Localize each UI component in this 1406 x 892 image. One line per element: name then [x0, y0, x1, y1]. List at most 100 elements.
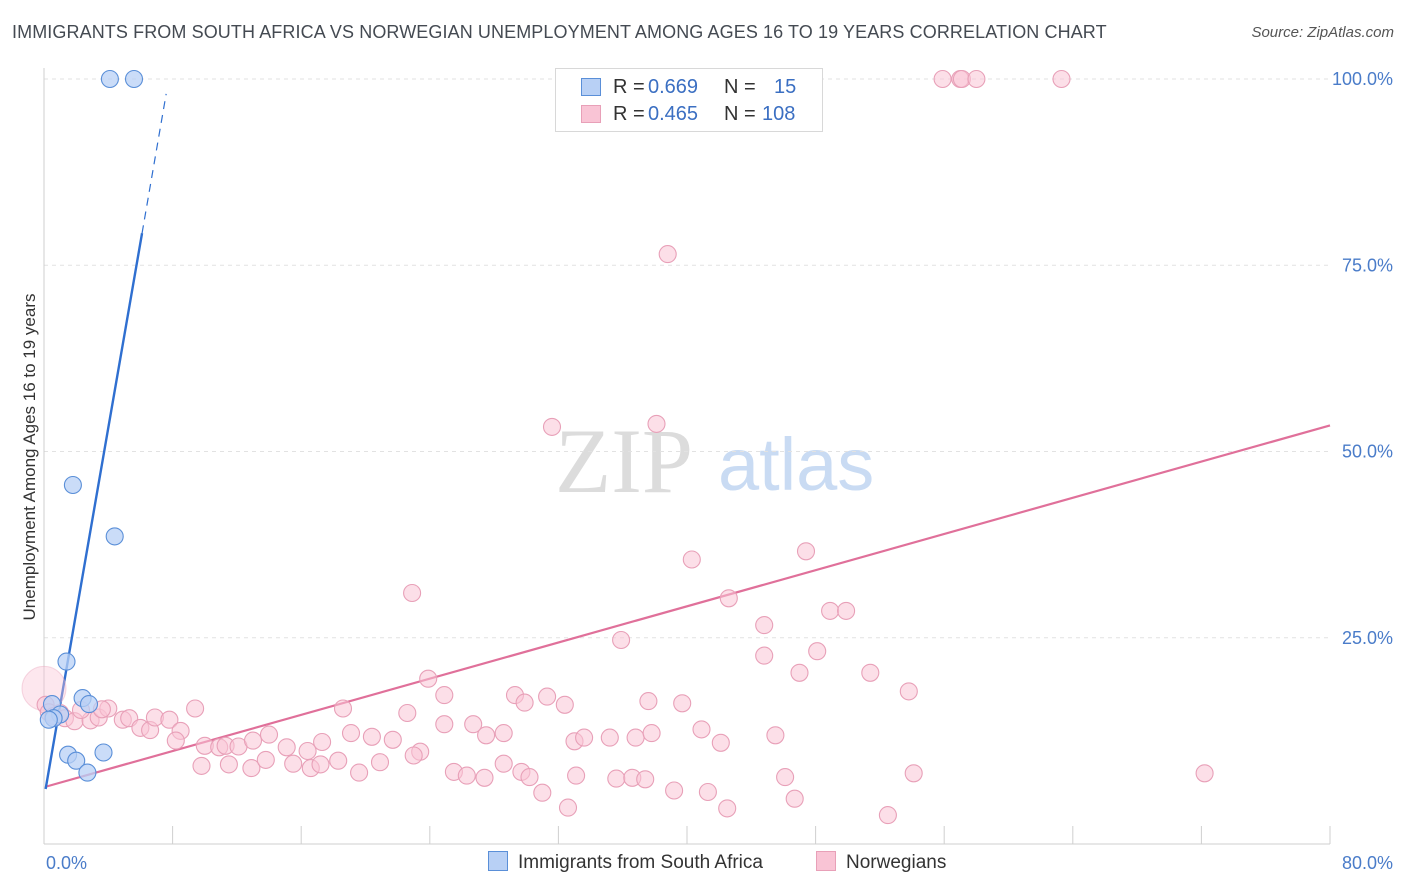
- data-point-norwegians: [636, 770, 655, 789]
- data-point-norwegians: [284, 754, 303, 773]
- data-point-norwegians: [370, 753, 390, 772]
- legend-r-label: R =: [613, 76, 645, 98]
- data-point-norwegians: [435, 715, 454, 734]
- data-point-norwegians: [464, 715, 483, 734]
- data-point-south-africa: [63, 475, 82, 495]
- data-point-norwegians: [899, 682, 918, 701]
- data-point-norwegians: [1195, 764, 1214, 783]
- data-point-south-africa: [67, 751, 86, 770]
- data-point-norwegians: [1052, 69, 1071, 89]
- data-point-south-africa: [124, 69, 144, 89]
- x-tick-label-max: 80.0%: [1342, 853, 1393, 873]
- data-point-norwegians: [186, 699, 205, 718]
- y-axis-label: Unemployment Among Ages 16 to 19 years: [20, 294, 39, 621]
- data-point-norwegians: [639, 692, 658, 711]
- data-point-norwegians: [538, 687, 557, 706]
- data-point-norwegians: [808, 642, 827, 661]
- trend-line-norwegians: [45, 424, 1331, 788]
- legend-n-value: 108: [762, 103, 796, 125]
- data-point-norwegians: [575, 728, 594, 747]
- data-point-norwegians: [719, 589, 738, 608]
- data-point-norwegians: [166, 731, 185, 750]
- data-point-norwegians: [515, 693, 534, 712]
- data-point-south-africa: [100, 69, 119, 89]
- trend-lines: [44, 93, 1331, 790]
- legend-n-label: N =: [724, 76, 756, 98]
- chart-title: IMMIGRANTS FROM SOUTH AFRICA VS NORWEGIA…: [12, 22, 1107, 42]
- data-point-norwegians: [785, 789, 804, 808]
- data-point-norwegians: [692, 720, 711, 739]
- legend-r-label: R =: [613, 103, 645, 125]
- trend-line-south-africa-extension: [141, 93, 167, 234]
- data-point-norwegians: [256, 750, 275, 769]
- data-point-norwegians: [160, 710, 179, 729]
- x-tick-label-min: 0.0%: [46, 853, 87, 873]
- data-point-south-africa: [39, 710, 58, 729]
- legend-r-value: 0.669: [648, 76, 699, 98]
- bottom-legend-label: Norwegians: [846, 852, 947, 873]
- data-point-norwegians: [403, 583, 422, 603]
- tick-labels: 25.0% 50.0% 75.0% 100.0% 0.0% 80.0%: [46, 69, 1393, 873]
- data-point-norwegians: [776, 768, 795, 787]
- stats-legend: R = 0.669 N = 15 R = 0.465 N = 108: [555, 68, 823, 132]
- data-point-norwegians: [341, 724, 361, 743]
- watermark-zip: ZIP: [555, 410, 693, 512]
- data-point-norwegians: [626, 728, 645, 747]
- data-point-norwegians: [311, 755, 330, 774]
- data-point-norwegians: [718, 799, 737, 818]
- data-point-norwegians: [520, 768, 539, 787]
- data-point-norwegians: [682, 550, 701, 569]
- data-point-norwegians: [790, 663, 809, 682]
- data-point-norwegians: [277, 738, 296, 757]
- data-point-norwegians: [457, 766, 476, 785]
- data-point-norwegians: [555, 695, 574, 714]
- data-point-norwegians: [904, 764, 923, 783]
- data-point-norwegians: [665, 781, 684, 800]
- data-point-norwegians: [600, 728, 619, 747]
- data-point-norwegians: [567, 766, 586, 785]
- data-point-norwegians: [607, 769, 626, 788]
- y-tick-label: 25.0%: [1342, 628, 1393, 648]
- data-point-norwegians: [933, 69, 952, 89]
- data-point-norwegians: [313, 732, 332, 752]
- source-credit: Source: ZipAtlas.com: [1251, 24, 1394, 41]
- data-point-norwegians: [475, 768, 494, 787]
- data-point-norwegians: [419, 669, 438, 688]
- data-point-norwegians: [878, 806, 897, 825]
- y-tick-label: 50.0%: [1342, 442, 1393, 462]
- data-point-south-africa: [57, 652, 76, 671]
- data-point-norwegians: [242, 759, 261, 778]
- data-point-norwegians: [612, 630, 631, 650]
- data-point-norwegians: [333, 699, 353, 718]
- data-point-norwegians: [477, 726, 496, 745]
- data-point-south-africa: [94, 743, 113, 762]
- bottom-legend-south-africa: Immigrants from South Africa: [488, 851, 763, 877]
- data-point-norwegians: [558, 798, 578, 817]
- data-point-norwegians: [329, 751, 348, 770]
- data-point-norwegians: [192, 756, 211, 775]
- data-point-norwegians: [298, 741, 317, 761]
- watermark-atlas: atlas: [718, 423, 874, 506]
- data-point-norwegians: [259, 725, 279, 744]
- bottom-legend-label: Immigrants from South Africa: [518, 852, 763, 873]
- data-point-norwegians: [362, 727, 381, 746]
- data-point-south-africa: [78, 763, 97, 782]
- data-point-norwegians: [647, 414, 666, 433]
- data-point-norwegians: [383, 730, 402, 749]
- data-points: [21, 69, 1214, 825]
- data-point-norwegians: [673, 694, 692, 713]
- legend-swatch-pink: [581, 105, 601, 123]
- legend-row-norwegians: R = 0.465 N = 108: [556, 100, 822, 128]
- legend-n-value: 15: [774, 76, 797, 98]
- legend-swatch-blue: [581, 78, 601, 96]
- data-point-norwegians: [398, 703, 417, 723]
- bottom-legend-swatch-pink: [816, 851, 836, 871]
- data-point-norwegians: [861, 663, 880, 682]
- data-point-norwegians: [642, 724, 661, 743]
- trend-line-south-africa: [44, 233, 144, 790]
- data-point-south-africa: [79, 695, 99, 714]
- data-point-norwegians: [837, 601, 856, 620]
- legend-row-south-africa: R = 0.669 N = 15: [556, 73, 822, 101]
- data-point-norwegians: [755, 646, 774, 665]
